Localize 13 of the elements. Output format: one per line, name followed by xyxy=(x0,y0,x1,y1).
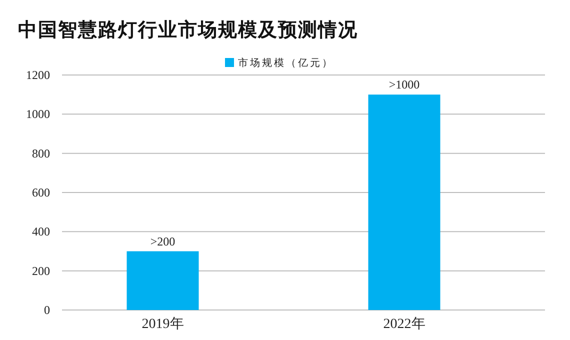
y-tick-label: 0 xyxy=(44,303,50,317)
data-label: >1000 xyxy=(388,78,420,92)
x-tick-label: 2019年 xyxy=(142,316,184,332)
y-tick-label: 200 xyxy=(32,264,50,278)
y-tick-label: 1200 xyxy=(26,68,50,82)
y-tick-label: 1000 xyxy=(26,107,50,122)
legend-label: 市场规模（亿元） xyxy=(238,57,334,69)
chart-title: 中国智慧路灯行业市场规模及预测情况 xyxy=(18,19,358,41)
y-tick-label: 800 xyxy=(32,146,50,160)
x-tick-label: 2022年 xyxy=(383,316,426,332)
data-label: >200 xyxy=(150,234,176,248)
y-tick-label: 400 xyxy=(32,224,50,239)
y-tick-label: 600 xyxy=(32,186,50,200)
